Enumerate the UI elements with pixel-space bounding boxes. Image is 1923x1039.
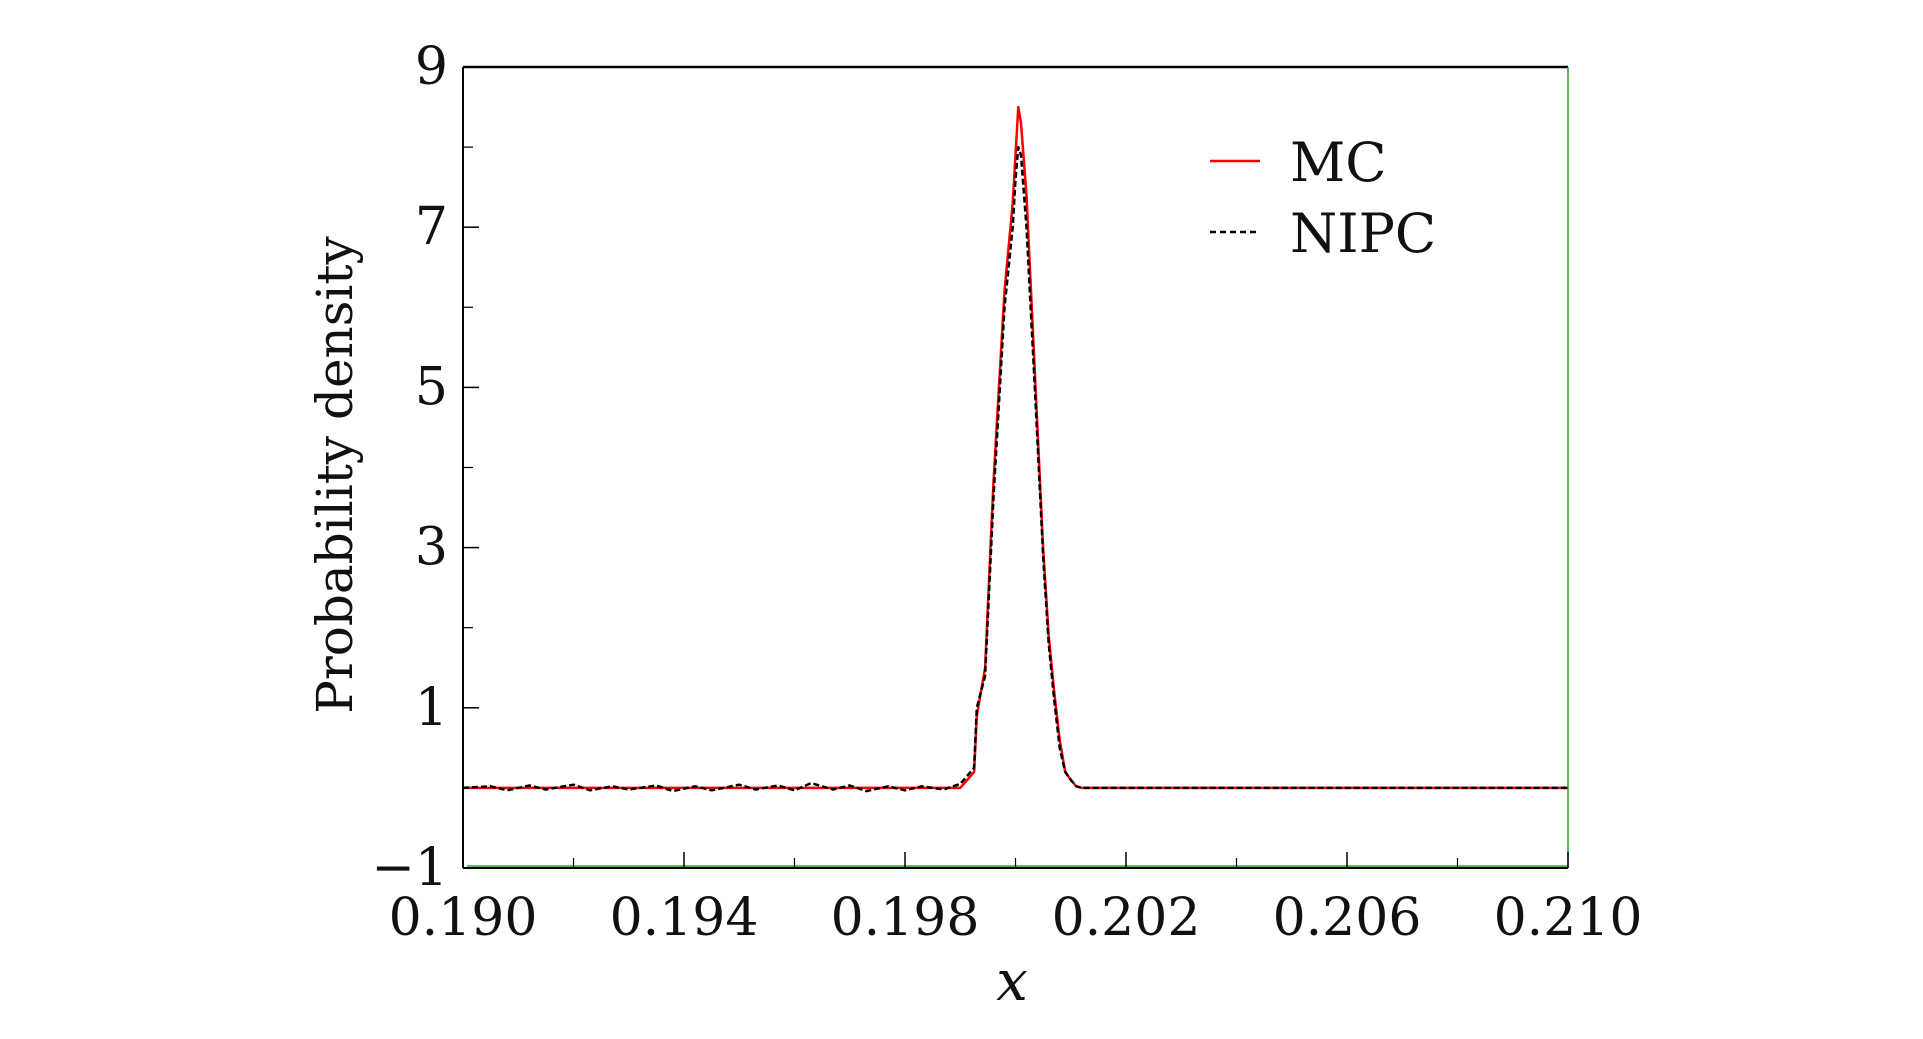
y-tick-label: 3 [415,518,448,578]
x-tick-label: 0.210 [1494,888,1643,948]
y-tick-label: 5 [415,357,448,417]
x-tick-label: 0.198 [831,888,980,948]
legend-label-mc: MC [1290,131,1387,194]
x-tick-label: 0.202 [1052,888,1201,948]
x-tick-label: 0.194 [610,888,759,948]
y-tick-label: 1 [415,678,448,738]
y-tick-label: −1 [371,838,448,898]
series-layer [462,105,1568,793]
axis-ticks: 0.190 0.194 0.198 0.202 0.206 0.210 −1 1 3 5 7 9 [371,37,1642,948]
y-tick-label: 7 [415,197,448,257]
x-tick-label: 0.206 [1273,888,1422,948]
plot-frame [462,65,1569,869]
legend: MC NIPC [1210,131,1436,265]
legend-label-nipc: NIPC [1290,202,1436,265]
y-tick-label: 9 [415,37,448,97]
series-line-nipc [462,145,1568,793]
x-tick-label: 0.190 [389,888,538,948]
x-axis-title: x [996,949,1028,1014]
y-axis-title: Probability density [306,236,364,714]
